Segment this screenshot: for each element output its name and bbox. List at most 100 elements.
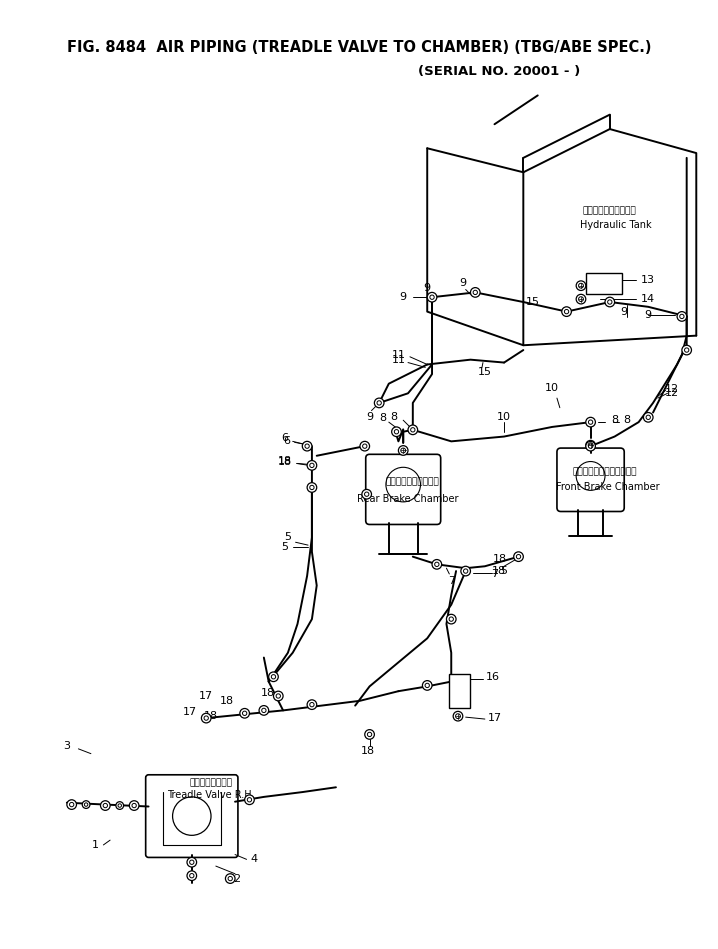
Text: 11: 11 xyxy=(391,355,406,364)
Circle shape xyxy=(132,804,136,808)
Text: 15: 15 xyxy=(526,297,540,307)
Circle shape xyxy=(576,294,586,304)
Circle shape xyxy=(586,441,595,451)
Text: 10: 10 xyxy=(497,412,511,422)
Text: 8: 8 xyxy=(379,413,386,423)
Circle shape xyxy=(643,413,653,422)
Circle shape xyxy=(408,425,418,435)
Text: 7: 7 xyxy=(491,569,498,579)
Circle shape xyxy=(422,680,432,690)
Circle shape xyxy=(394,430,398,434)
Circle shape xyxy=(377,400,381,405)
Circle shape xyxy=(85,803,88,807)
Circle shape xyxy=(564,309,569,314)
Circle shape xyxy=(589,444,593,448)
Text: 5: 5 xyxy=(281,542,289,552)
Circle shape xyxy=(470,288,480,297)
Circle shape xyxy=(67,800,77,809)
Circle shape xyxy=(447,614,456,623)
Circle shape xyxy=(677,311,686,321)
Circle shape xyxy=(461,567,470,576)
Circle shape xyxy=(365,730,374,739)
Circle shape xyxy=(240,709,249,718)
Text: 17: 17 xyxy=(183,707,197,717)
Circle shape xyxy=(368,733,372,736)
Text: フロントブレーキチャンバ: フロントブレーキチャンバ xyxy=(573,468,638,476)
Circle shape xyxy=(363,444,367,448)
Circle shape xyxy=(261,708,266,713)
Circle shape xyxy=(449,617,453,622)
Circle shape xyxy=(309,463,314,468)
Circle shape xyxy=(680,314,684,319)
Circle shape xyxy=(473,290,477,294)
Text: リャブレーキチャンバ: リャブレーキチャンバ xyxy=(386,477,439,486)
Text: Rear Brake Chamber: Rear Brake Chamber xyxy=(358,494,459,504)
Bar xyxy=(586,273,623,294)
Circle shape xyxy=(453,712,463,721)
Circle shape xyxy=(579,283,584,288)
Circle shape xyxy=(392,427,401,437)
Text: 15: 15 xyxy=(478,367,492,377)
Circle shape xyxy=(425,683,429,688)
Text: 18: 18 xyxy=(220,696,234,706)
Circle shape xyxy=(576,281,586,290)
Text: 17: 17 xyxy=(199,691,213,701)
Circle shape xyxy=(586,418,595,427)
Circle shape xyxy=(411,428,415,432)
Circle shape xyxy=(274,691,283,700)
Text: 9: 9 xyxy=(460,278,467,288)
Text: 12: 12 xyxy=(665,388,679,399)
Text: 7: 7 xyxy=(448,576,454,586)
Text: 3: 3 xyxy=(63,741,70,751)
Circle shape xyxy=(464,568,468,573)
Circle shape xyxy=(276,694,281,698)
Circle shape xyxy=(116,802,123,809)
Text: 1: 1 xyxy=(92,840,99,850)
Circle shape xyxy=(561,307,572,316)
Text: 4: 4 xyxy=(251,854,258,865)
Circle shape xyxy=(70,803,74,807)
Text: 18: 18 xyxy=(493,553,508,564)
Text: トレドルバルブ右: トレドルバルブ右 xyxy=(190,778,233,787)
FancyBboxPatch shape xyxy=(146,774,238,858)
Circle shape xyxy=(682,345,691,355)
Circle shape xyxy=(576,461,605,491)
Text: ハイドロリックタンク: ハイドロリックタンク xyxy=(583,206,637,215)
Circle shape xyxy=(401,448,406,453)
Circle shape xyxy=(190,860,194,865)
FancyBboxPatch shape xyxy=(365,455,441,525)
Circle shape xyxy=(307,460,317,470)
Circle shape xyxy=(259,706,269,716)
Text: 18: 18 xyxy=(360,746,375,755)
Circle shape xyxy=(101,801,110,810)
Text: 16: 16 xyxy=(485,672,500,681)
Text: 18: 18 xyxy=(278,456,292,466)
Text: (SERIAL NO. 20001 - ): (SERIAL NO. 20001 - ) xyxy=(418,65,580,78)
Text: 11: 11 xyxy=(391,350,406,360)
Circle shape xyxy=(605,297,615,307)
Text: Front Brake Chamber: Front Brake Chamber xyxy=(556,482,660,493)
Text: 9: 9 xyxy=(366,412,373,422)
Circle shape xyxy=(434,562,439,567)
Circle shape xyxy=(228,877,233,881)
Circle shape xyxy=(374,399,384,408)
Circle shape xyxy=(245,795,254,805)
Circle shape xyxy=(607,300,612,305)
Circle shape xyxy=(269,672,279,681)
Text: 5: 5 xyxy=(284,532,292,543)
Circle shape xyxy=(427,292,437,302)
Circle shape xyxy=(362,490,371,499)
Text: 5: 5 xyxy=(500,566,508,576)
Text: 8: 8 xyxy=(390,412,397,422)
Circle shape xyxy=(190,873,194,878)
Circle shape xyxy=(456,714,460,718)
Text: 18: 18 xyxy=(261,688,275,698)
Circle shape xyxy=(204,716,208,720)
Circle shape xyxy=(225,874,235,884)
Text: 9: 9 xyxy=(645,309,652,320)
Circle shape xyxy=(513,552,523,562)
Circle shape xyxy=(83,801,90,809)
Circle shape xyxy=(586,440,595,450)
Text: FIG. 8484  AIR PIPING (TREADLE VALVE TO CHAMBER) (TBG/ABE SPEC.): FIG. 8484 AIR PIPING (TREADLE VALVE TO C… xyxy=(67,40,651,55)
Circle shape xyxy=(202,714,211,723)
